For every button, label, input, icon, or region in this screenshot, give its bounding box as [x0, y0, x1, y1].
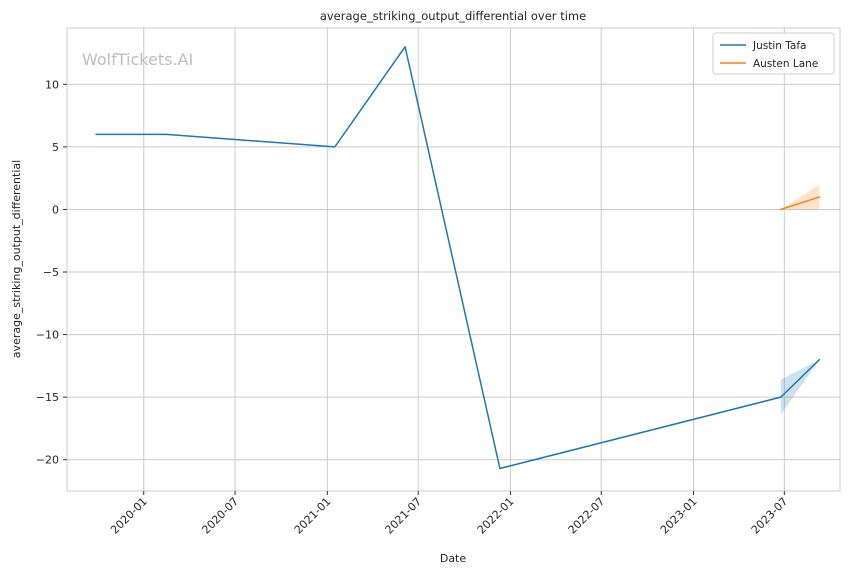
- watermark: WolfTickets.AI: [82, 50, 193, 69]
- y-tick-label: −10: [36, 329, 59, 342]
- x-axis-label: Date: [440, 552, 467, 565]
- x-tick-label: 2020-07: [199, 495, 241, 537]
- y-tick-label: 10: [45, 78, 59, 91]
- x-tick-label: 2020-01: [108, 495, 150, 537]
- y-tick-label: 5: [52, 141, 59, 154]
- series-lines: [95, 46, 821, 470]
- grid-lines: [67, 28, 840, 491]
- x-tick-label: 2022-07: [566, 495, 608, 537]
- y-axis-ticks: 10 5 0 −5 −10 −15 −20: [36, 78, 67, 467]
- series-line: [95, 46, 821, 470]
- chart-title: average_striking_output_differential ove…: [320, 9, 586, 23]
- series-confidence-band: [780, 184, 820, 210]
- x-tick-label: 2021-07: [383, 495, 425, 537]
- legend: Justin Tafa Austen Lane: [712, 32, 835, 75]
- y-tick-label: −20: [36, 454, 59, 467]
- x-tick-label: 2023-01: [658, 495, 700, 537]
- y-tick-label: −5: [43, 266, 59, 279]
- series-confidence-band: [780, 359, 820, 415]
- legend-label: Austen Lane: [753, 58, 818, 70]
- series-line: [780, 196, 821, 211]
- x-axis-ticks: 2020-01 2020-07 2021-01 2021-07 2022-01 2022-…: [108, 491, 790, 537]
- confidence-bands: [780, 184, 820, 415]
- x-tick-label: 2021-01: [292, 495, 334, 537]
- plot-frame: [66, 27, 841, 492]
- x-tick-label: 2022-01: [475, 495, 517, 537]
- x-tick-label: 2023-07: [749, 495, 791, 537]
- y-axis-label: average_striking_output_differential: [10, 160, 23, 358]
- y-tick-label: 0: [52, 203, 59, 216]
- y-tick-label: −15: [36, 391, 59, 404]
- legend-label: Justin Tafa: [752, 40, 807, 52]
